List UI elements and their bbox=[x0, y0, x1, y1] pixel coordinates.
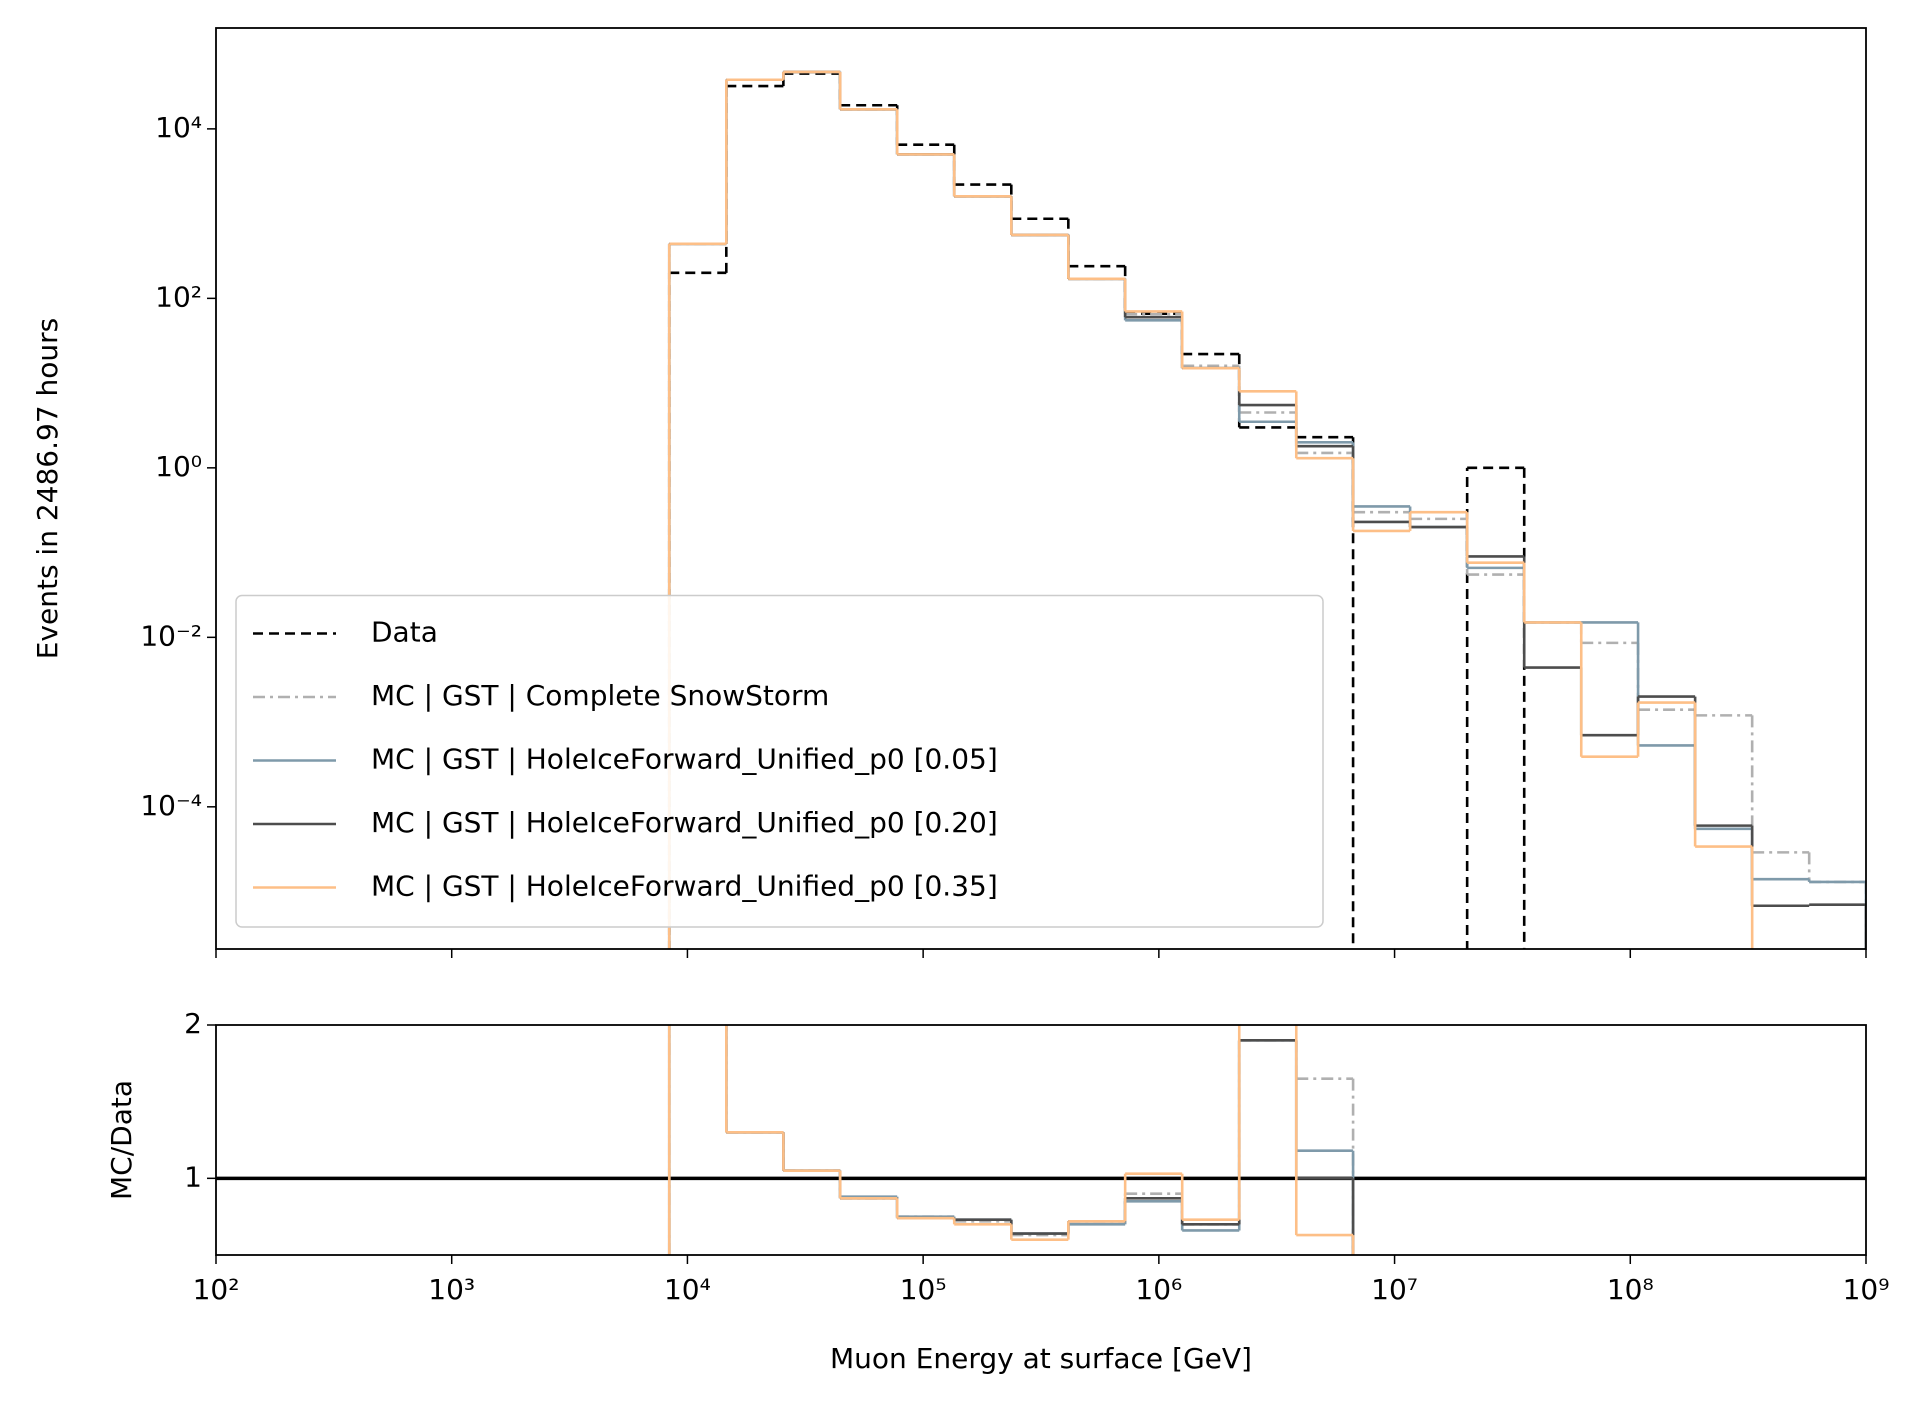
y-tick-label: 10⁰ bbox=[155, 450, 202, 483]
x-tick-label: 10⁷ bbox=[1371, 1273, 1418, 1306]
y-tick-label: 10² bbox=[155, 280, 202, 313]
y-tick-label: 2 bbox=[184, 1007, 202, 1040]
legend-label: MC | GST | HoleIceForward_Unified_p0 [0.… bbox=[371, 870, 998, 903]
x-tick-label: 10⁶ bbox=[1135, 1273, 1182, 1306]
x-tick-label: 10³ bbox=[428, 1273, 475, 1306]
legend-label: MC | GST | HoleIceForward_Unified_p0 [0.… bbox=[371, 806, 998, 839]
y-tick-label: 1 bbox=[184, 1160, 202, 1193]
y-axis-label: MC/Data bbox=[105, 1080, 138, 1200]
y-axis-label: Events in 2486.97 hours bbox=[31, 318, 64, 660]
x-tick-label: 10⁹ bbox=[1843, 1273, 1890, 1306]
plot-area bbox=[216, 1025, 1866, 1255]
y-tick-label: 10⁻⁴ bbox=[140, 789, 202, 822]
axes-frame bbox=[215, 1024, 1867, 1256]
x-tick-label: 10⁸ bbox=[1607, 1273, 1654, 1306]
legend-box bbox=[235, 594, 1324, 928]
legend-label: MC | GST | HoleIceForward_Unified_p0 [0.… bbox=[371, 743, 998, 776]
legend-label: Data bbox=[371, 616, 438, 649]
y-tick-label: 10⁴ bbox=[155, 111, 202, 144]
legend-label: MC | GST | Complete SnowStorm bbox=[371, 679, 829, 712]
axes-frame bbox=[215, 27, 1867, 950]
x-axis-label: Muon Energy at surface [GeV] bbox=[830, 1342, 1252, 1375]
x-tick-label: 10² bbox=[193, 1273, 240, 1306]
x-tick-label: 10⁴ bbox=[664, 1273, 711, 1306]
y-tick-label: 10⁻² bbox=[140, 619, 202, 652]
x-tick-label: 10⁵ bbox=[900, 1273, 947, 1306]
